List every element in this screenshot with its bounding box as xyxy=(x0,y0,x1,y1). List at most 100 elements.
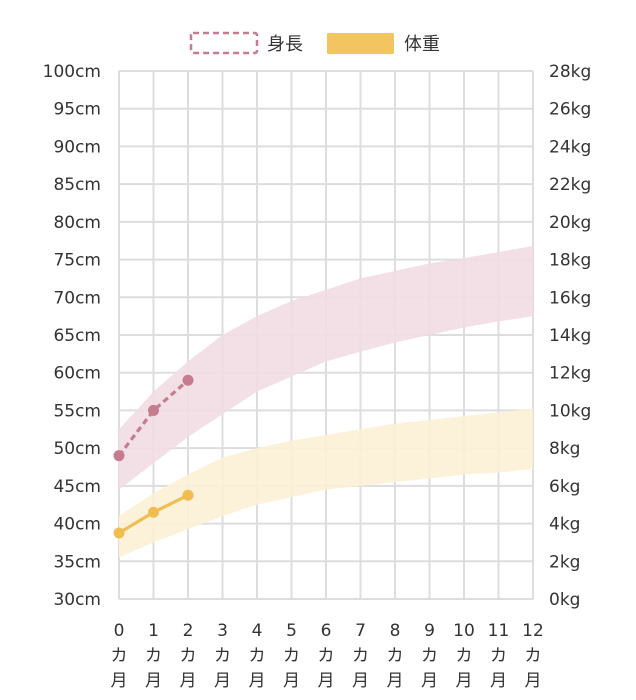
y-right-tick-label: 10kg xyxy=(549,401,591,421)
y-left-tick-label: 55cm xyxy=(53,401,101,421)
y-left-tick-label: 45cm xyxy=(53,477,101,497)
y-left-tick-label: 100cm xyxy=(43,62,101,82)
reference-bands xyxy=(119,245,533,558)
x-tick-unit: カ xyxy=(249,646,266,666)
reference-band-height xyxy=(119,245,533,490)
y-left-tick-label: 85cm xyxy=(53,175,101,195)
x-tick-label: 11 カ月 xyxy=(488,621,510,691)
x-tick-unit: カ xyxy=(490,646,507,666)
x-tick-unit: 月 xyxy=(352,671,369,691)
legend-swatch-height[interactable] xyxy=(189,31,259,55)
y-right-tick-label: 20kg xyxy=(549,213,591,233)
data-point-height[interactable] xyxy=(182,374,194,386)
data-point-weight[interactable] xyxy=(182,489,194,501)
legend-swatch-weight[interactable] xyxy=(327,33,394,54)
y-axis-left: 100cm 95cm 90cm 85cm 80cm 75cm 70cm 65cm 60cm 55c… xyxy=(43,62,101,610)
x-tick-label: 1 カ月 xyxy=(145,621,162,691)
y-left-tick-label: 80cm xyxy=(53,213,101,233)
x-axis: 0カ月1カ月2カ月3カ月4カ月5カ月6カ月7カ月8カ月9カ月10カ月11カ月12… xyxy=(111,621,544,691)
x-tick-label: 5 カ月 xyxy=(283,621,300,691)
x-tick-unit: カ xyxy=(352,646,369,666)
y-right-tick-label: 26kg xyxy=(549,100,591,120)
x-tick-label: 0 カ月 xyxy=(111,621,128,691)
x-tick-unit: カ xyxy=(214,646,231,666)
x-tick-unit: 月 xyxy=(525,671,542,691)
x-tick-unit: 月 xyxy=(456,671,473,691)
data-point-height[interactable] xyxy=(113,450,125,462)
series-points xyxy=(113,374,194,539)
legend-label-weight: 体重 xyxy=(404,34,440,55)
x-tick-unit: カ xyxy=(180,646,197,666)
x-tick-number: 10 xyxy=(453,621,475,641)
x-tick-number: 9 xyxy=(424,621,435,641)
x-tick-unit: 月 xyxy=(421,671,438,691)
x-tick-label: 6 カ月 xyxy=(318,621,335,691)
x-tick-unit: 月 xyxy=(249,671,266,691)
x-tick-label: 8 カ月 xyxy=(387,621,404,691)
x-tick-unit: カ xyxy=(145,646,162,666)
y-right-tick-label: 6kg xyxy=(549,477,580,497)
x-tick-number: 2 xyxy=(183,621,194,641)
x-tick-unit: カ xyxy=(456,646,473,666)
x-tick-unit: カ xyxy=(318,646,335,666)
x-tick-number: 0 xyxy=(114,621,125,641)
x-tick-label: 2 カ月 xyxy=(180,621,197,691)
y-left-tick-label: 35cm xyxy=(53,552,101,572)
x-tick-unit: カ xyxy=(421,646,438,666)
x-tick-number: 8 xyxy=(390,621,401,641)
y-left-tick-label: 90cm xyxy=(53,137,101,157)
x-tick-unit: 月 xyxy=(180,671,197,691)
y-axis-right: 28kg 26kg 24kg 22kg 20kg 18kg 16kg 14kg 12kg 10kg… xyxy=(549,62,591,610)
reference-band-weight xyxy=(119,408,533,558)
x-tick-number: 6 xyxy=(321,621,332,641)
y-left-tick-label: 30cm xyxy=(53,590,101,610)
x-tick-unit: カ xyxy=(525,646,542,666)
x-tick-label: 12 カ月 xyxy=(522,621,544,691)
x-tick-number: 3 xyxy=(217,621,228,641)
y-right-tick-label: 14kg xyxy=(549,326,591,346)
y-right-tick-label: 18kg xyxy=(549,251,591,271)
x-tick-number: 1 xyxy=(148,621,159,641)
x-tick-number: 12 xyxy=(522,621,544,641)
y-right-tick-label: 16kg xyxy=(549,288,591,308)
y-left-tick-label: 60cm xyxy=(53,364,101,384)
y-left-tick-label: 95cm xyxy=(53,100,101,120)
x-tick-unit: カ xyxy=(283,646,300,666)
y-right-tick-label: 24kg xyxy=(549,137,591,157)
data-point-height[interactable] xyxy=(148,404,159,416)
x-tick-label: 7 カ月 xyxy=(352,621,369,691)
x-tick-unit: 月 xyxy=(490,671,507,691)
y-right-tick-label: 8kg xyxy=(549,439,580,459)
x-tick-unit: 月 xyxy=(318,671,335,691)
x-tick-unit: 月 xyxy=(387,671,404,691)
y-right-tick-label: 0kg xyxy=(549,590,580,610)
y-right-tick-label: 28kg xyxy=(549,62,591,82)
x-tick-label: 3 カ月 xyxy=(214,621,231,691)
y-left-tick-label: 40cm xyxy=(53,515,101,535)
data-point-weight[interactable] xyxy=(148,506,159,518)
y-right-tick-label: 4kg xyxy=(549,515,580,535)
x-tick-unit: 月 xyxy=(111,671,128,691)
x-tick-unit: カ xyxy=(387,646,404,666)
y-right-tick-label: 2kg xyxy=(549,552,580,572)
x-tick-unit: 月 xyxy=(214,671,231,691)
x-tick-number: 5 xyxy=(286,621,297,641)
x-tick-unit: カ xyxy=(111,646,128,666)
data-point-weight[interactable] xyxy=(113,527,125,539)
x-tick-number: 11 xyxy=(488,621,510,641)
x-tick-unit: 月 xyxy=(145,671,162,691)
legend-label-height: 身長 xyxy=(267,34,303,55)
y-left-tick-label: 75cm xyxy=(53,251,101,271)
y-left-tick-label: 65cm xyxy=(53,326,101,346)
y-right-tick-label: 22kg xyxy=(549,175,591,195)
x-tick-label: 4 カ月 xyxy=(249,621,266,691)
x-tick-label: 9 カ月 xyxy=(421,621,438,691)
x-tick-number: 7 xyxy=(355,621,366,641)
y-left-tick-label: 70cm xyxy=(53,288,101,308)
x-tick-label: 10 カ月 xyxy=(453,621,475,691)
y-left-tick-label: 50cm xyxy=(53,439,101,459)
y-right-tick-label: 12kg xyxy=(549,364,591,384)
x-tick-number: 4 xyxy=(252,621,263,641)
legend: 身長 体重 xyxy=(189,31,440,55)
